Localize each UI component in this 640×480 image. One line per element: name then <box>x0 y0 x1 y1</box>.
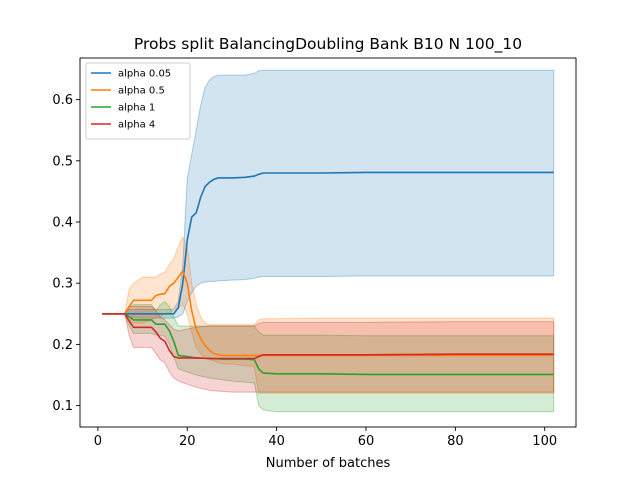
x-tick-label: 40 <box>268 434 285 449</box>
x-tick-label: 80 <box>447 434 464 449</box>
y-tick-label: 0.6 <box>52 93 73 108</box>
x-tick-label: 100 <box>532 434 557 449</box>
y-tick-label: 0.2 <box>52 338 73 353</box>
legend-label-alpha-0-5: alpha 0.5 <box>118 86 165 97</box>
legend-box <box>85 62 191 140</box>
line-alpha-0-05 <box>102 171 554 315</box>
y-tick-label: 0.5 <box>52 154 73 169</box>
legend-label-alpha-4: alpha 4 <box>118 120 155 131</box>
series-lines <box>102 171 554 376</box>
legend: alpha 0.05 alpha 0.5 alpha 1 alpha 4 <box>85 62 191 140</box>
axes: 0 20 40 60 80 100 0.1 0.2 0.3 0.4 0.5 0.6 <box>52 57 577 449</box>
y-tick-label: 0.3 <box>52 277 73 292</box>
x-tick-label: 20 <box>179 434 196 449</box>
line-alpha-4 <box>102 312 554 360</box>
x-axis-label: Number of batches <box>266 456 391 471</box>
plot-frame <box>79 57 577 428</box>
y-tick-label: 0.4 <box>52 216 73 231</box>
legend-label-alpha-1: alpha 1 <box>118 103 155 114</box>
band-alpha-4 <box>102 305 555 393</box>
x-tick-label: 0 <box>94 434 102 449</box>
y-tick-label: 0.1 <box>52 399 73 414</box>
x-tick-label: 60 <box>358 434 375 449</box>
legend-label-alpha-0-05: alpha 0.05 <box>118 69 171 80</box>
chart-title: Probs split BalancingDoubling Bank B10 N… <box>134 35 522 54</box>
